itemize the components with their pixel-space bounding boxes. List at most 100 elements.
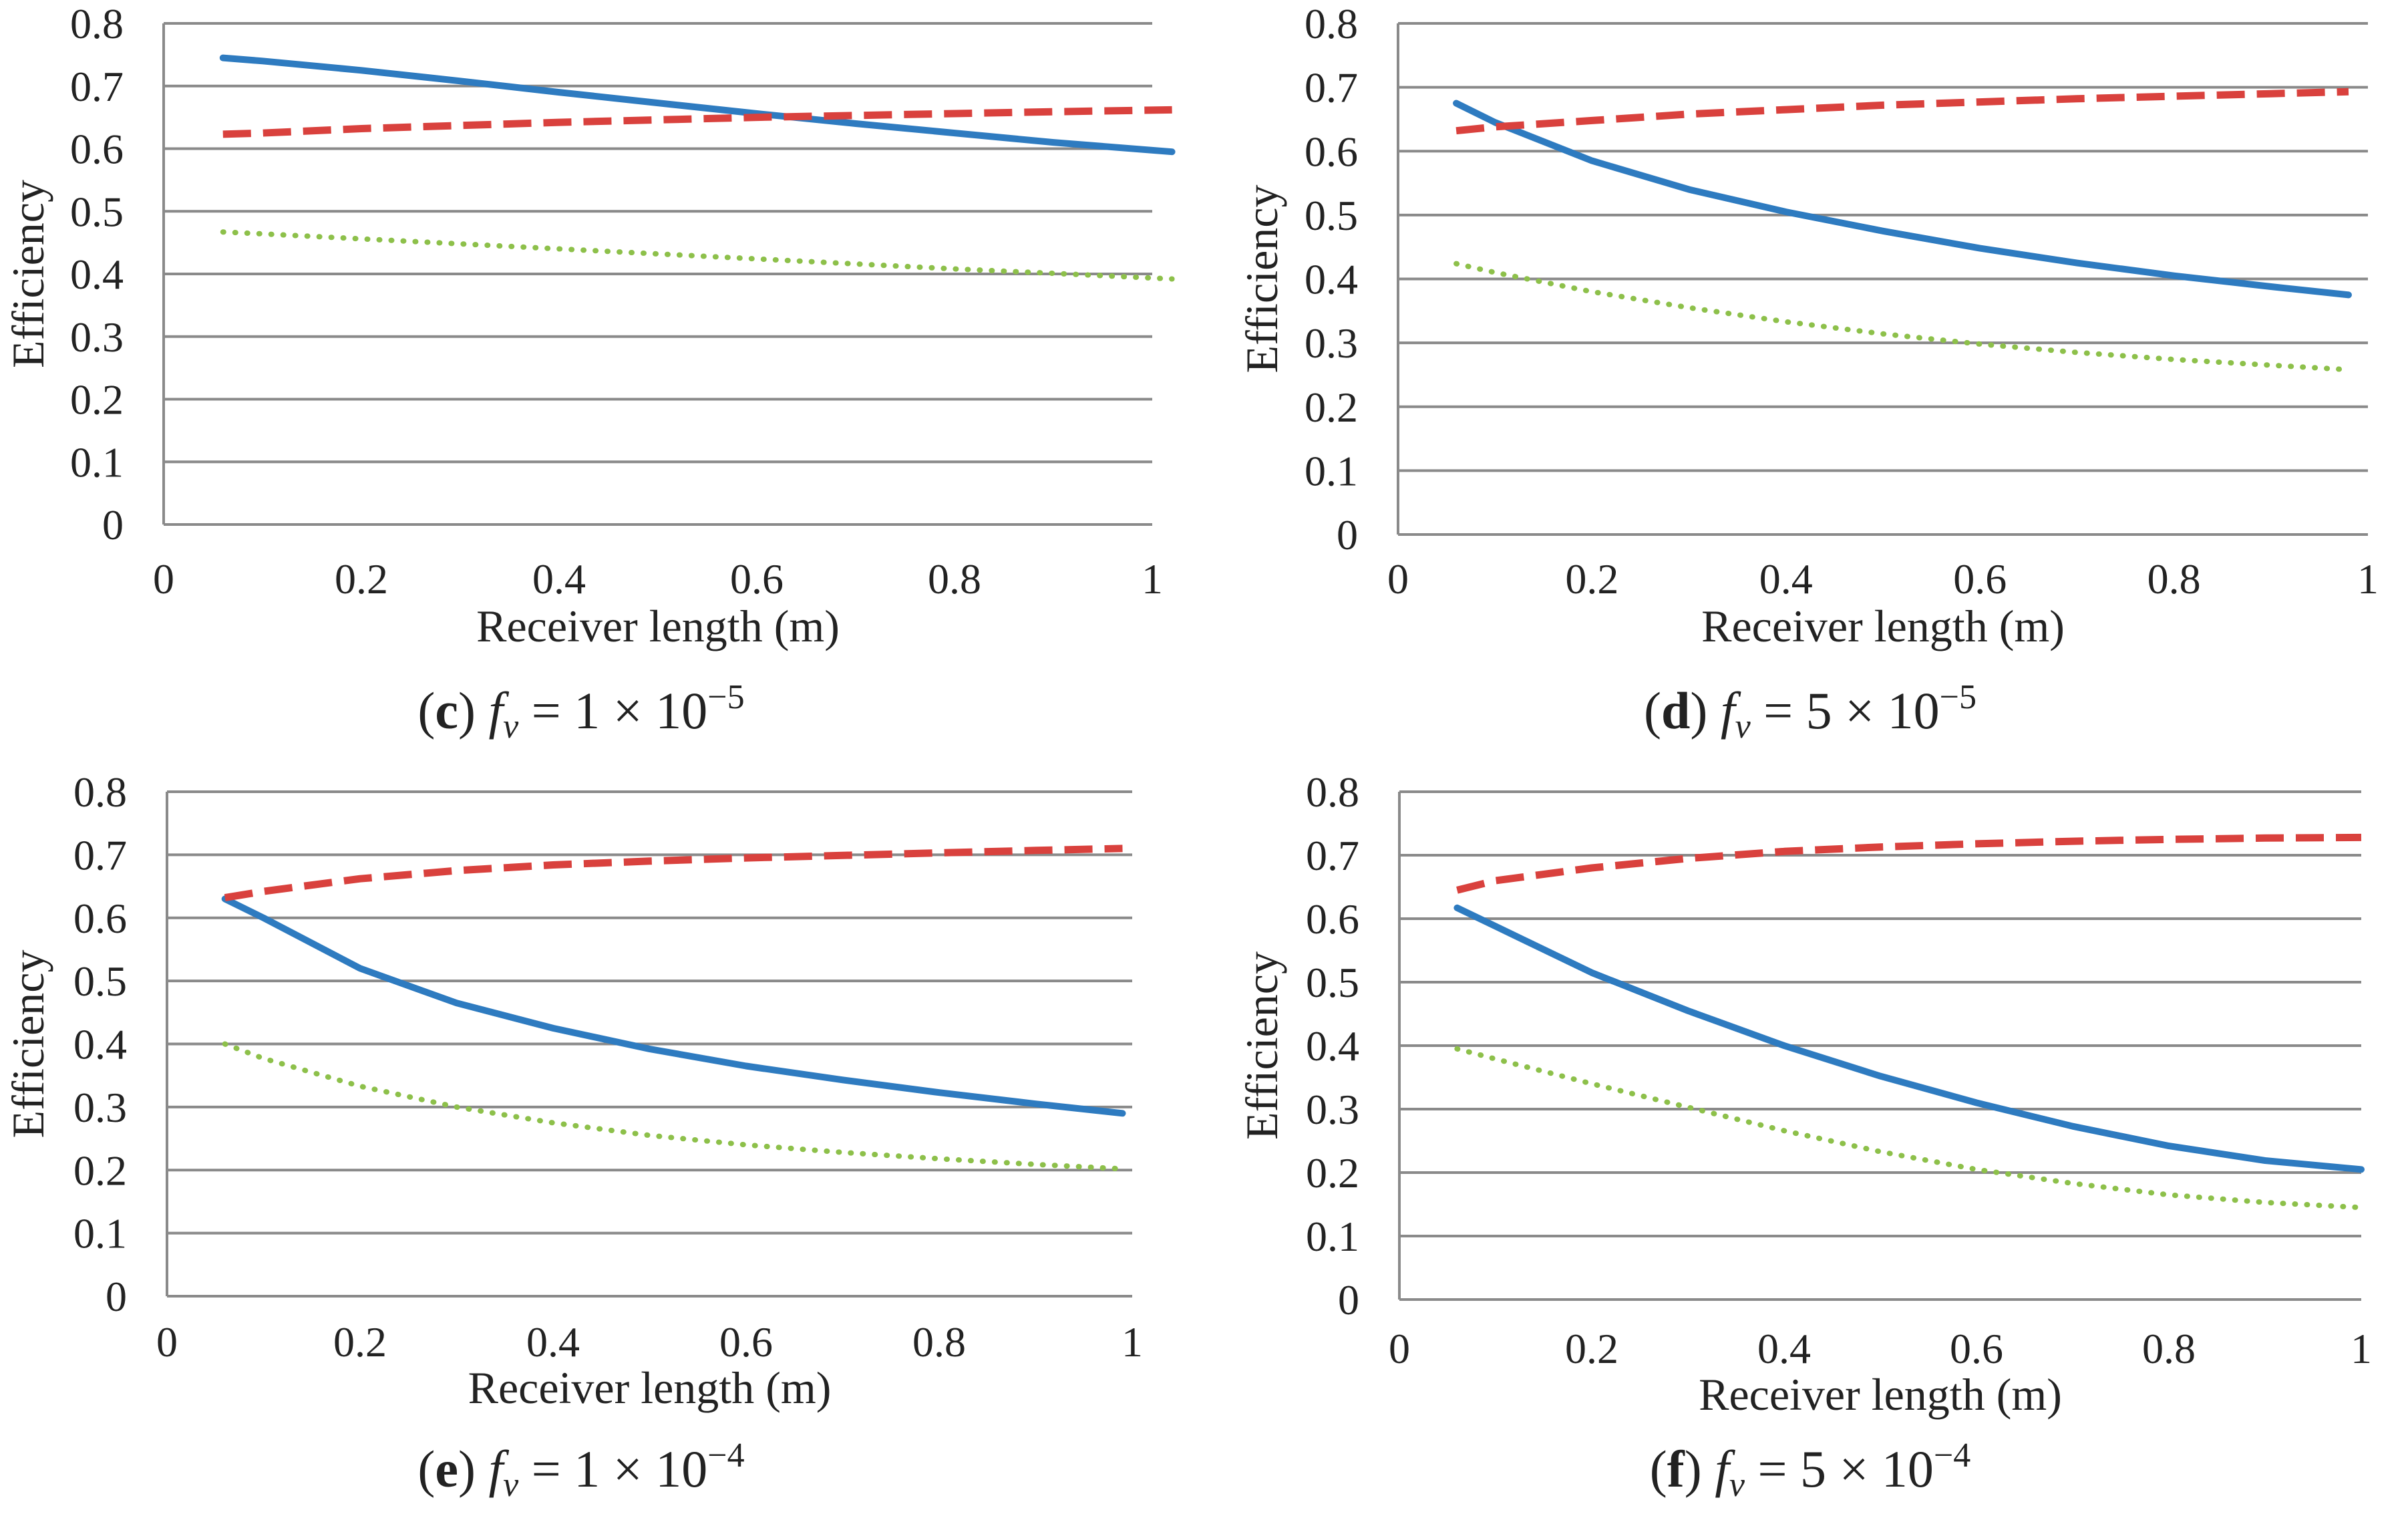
y-tick-label: 0.4	[70, 251, 124, 298]
y-tick-label: 0.1	[73, 1210, 127, 1257]
chart-panel-f: 0 0.1 0.2 0.3 0.4 0.5 0.6 0.7 0.8 0 0.2 0.4 0.6 0.8 1 R…	[1236, 768, 2372, 1504]
x-axis-label: Receiver length (m)	[468, 1362, 832, 1413]
series-line-solid	[1453, 904, 2365, 1173]
y-tick-label: 0.7	[73, 831, 127, 879]
y-tick-label: 0.3	[70, 313, 124, 361]
caption-exponent: −5	[707, 678, 744, 716]
y-tick-label: 0	[1337, 511, 1358, 559]
x-axis-label: Receiver length (m)	[476, 601, 840, 651]
series-line-dotted	[1454, 1046, 2364, 1211]
caption-value: = 1 × 10	[518, 682, 707, 740]
caption-paren: (	[417, 1440, 435, 1498]
y-axis-label: Efficiency	[3, 180, 53, 368]
caption-exponent: −5	[1940, 678, 1976, 716]
x-tick-label: 0.8	[2142, 1325, 2196, 1372]
x-tick-label: 0	[1387, 555, 1409, 603]
y-tick-label: 0.1	[1305, 447, 1358, 494]
x-tick-label: 0	[153, 555, 174, 603]
series-line-dashed	[222, 106, 1172, 138]
series-line-solid	[219, 54, 1176, 156]
panel-caption: (e) fv = 1 × 10−4	[417, 1436, 744, 1504]
x-tick-label: 1	[1122, 1318, 1143, 1366]
y-tick-label: 0.4	[1306, 1022, 1359, 1070]
x-tick-label: 1	[2357, 555, 2379, 603]
x-tick-label: 1	[1142, 555, 1163, 603]
series-line-dashed	[1455, 88, 2349, 135]
caption-exponent: −4	[1934, 1436, 1970, 1475]
series-line-solid	[1453, 100, 2352, 299]
x-axis-label: Receiver length (m)	[1701, 601, 2065, 651]
caption-letter: e	[435, 1440, 458, 1498]
caption-letter: d	[1661, 682, 1690, 740]
y-tick-label: 0.3	[73, 1084, 127, 1131]
caption-letter: f	[1667, 1440, 1685, 1498]
y-axis-label: Efficiency	[1236, 951, 1287, 1140]
y-tick-label: 0.8	[73, 768, 127, 816]
y-tick-label: 0.1	[70, 438, 124, 486]
y-tick-label: 0.2	[1306, 1149, 1359, 1197]
caption-paren: )	[1690, 682, 1720, 740]
caption-subscript: v	[503, 708, 519, 746]
caption-letter: c	[435, 682, 458, 740]
y-tick-label: 0.4	[73, 1021, 127, 1068]
caption-exponent: −4	[707, 1436, 744, 1475]
x-tick-label: 0.2	[1565, 555, 1618, 603]
x-tick-label: 0.6	[719, 1318, 773, 1366]
chart-panel-c: 0 0.1 0.2 0.3 0.4 0.5 0.6 0.7 0.8 0 0.2 0.4 0.6 0.8 1 R…	[3, 0, 1176, 746]
panel-caption: (f) fv = 5 × 10−4	[1650, 1436, 1971, 1504]
y-tick-label: 0.6	[73, 895, 127, 942]
x-tick-label: 0.2	[1565, 1325, 1618, 1372]
y-tick-label: 0.2	[1305, 384, 1358, 431]
x-tick-label: 0.8	[912, 1318, 966, 1366]
series-line-dashed	[1456, 833, 2362, 894]
y-tick-label: 0.7	[1305, 64, 1358, 112]
y-tick-label: 0.5	[73, 957, 127, 1005]
x-tick-label: 0.2	[333, 1318, 387, 1366]
x-tick-label: 0.8	[928, 555, 981, 603]
chart-panel-e: 0 0.1 0.2 0.3 0.4 0.5 0.6 0.7 0.8 0 0.2 0.4 0.6 0.8 1 R…	[3, 768, 1143, 1504]
caption-paren: (	[1644, 682, 1661, 740]
y-axis-label: Efficiency	[3, 950, 53, 1139]
y-tick-label: 0.7	[70, 63, 124, 110]
x-tick-label: 0.2	[335, 555, 388, 603]
x-tick-label: 0.4	[1759, 555, 1813, 603]
y-tick-label: 0.2	[70, 376, 124, 424]
y-tick-label: 0.2	[73, 1147, 127, 1194]
caption-paren: )	[458, 682, 488, 740]
caption-paren: (	[417, 682, 435, 740]
x-tick-label: 0.6	[1950, 1325, 2003, 1372]
y-tick-label: 0.8	[70, 0, 124, 47]
caption-subscript: v	[503, 1466, 519, 1504]
series-line-dotted	[222, 1041, 1126, 1172]
y-tick-label: 0.5	[1306, 959, 1359, 1006]
chart-panel-d: 0 0.1 0.2 0.3 0.4 0.5 0.6 0.7 0.8 0 0.2 0.4 0.6 0.8 1 R…	[1236, 0, 2379, 746]
series-line-dotted	[220, 229, 1175, 282]
y-tick-label: 0.6	[70, 126, 124, 173]
x-tick-label: 0.8	[2147, 555, 2201, 603]
y-tick-label: 0.6	[1306, 895, 1359, 943]
y-tick-label: 0.7	[1306, 832, 1359, 879]
series-line-dotted	[1453, 261, 2351, 373]
y-axis-label: Efficiency	[1236, 185, 1287, 373]
caption-subscript: v	[1735, 708, 1751, 746]
panel-caption: (d) fv = 5 × 10−5	[1644, 678, 1976, 746]
series-line-solid	[221, 895, 1126, 1117]
x-tick-label: 0.4	[532, 555, 586, 603]
caption-subscript: v	[1729, 1466, 1745, 1504]
x-tick-label: 0	[1389, 1325, 1410, 1372]
x-tick-label: 0.4	[1757, 1325, 1811, 1372]
caption-value: = 1 × 10	[518, 1440, 707, 1498]
caption-paren: )	[1685, 1440, 1715, 1498]
x-tick-label: 1	[2351, 1325, 2372, 1372]
caption-paren: (	[1650, 1440, 1667, 1498]
y-tick-label: 0.6	[1305, 128, 1358, 175]
x-tick-label: 0.6	[1953, 555, 2007, 603]
y-tick-label: 0	[106, 1273, 127, 1320]
y-tick-label: 0.5	[1305, 192, 1358, 239]
caption-value: = 5 × 10	[1751, 682, 1940, 740]
y-tick-label: 0.8	[1306, 768, 1359, 816]
y-tick-label: 0.4	[1305, 256, 1358, 303]
x-axis-label: Receiver length (m)	[1699, 1369, 2062, 1420]
series-line-dashed	[224, 845, 1123, 902]
